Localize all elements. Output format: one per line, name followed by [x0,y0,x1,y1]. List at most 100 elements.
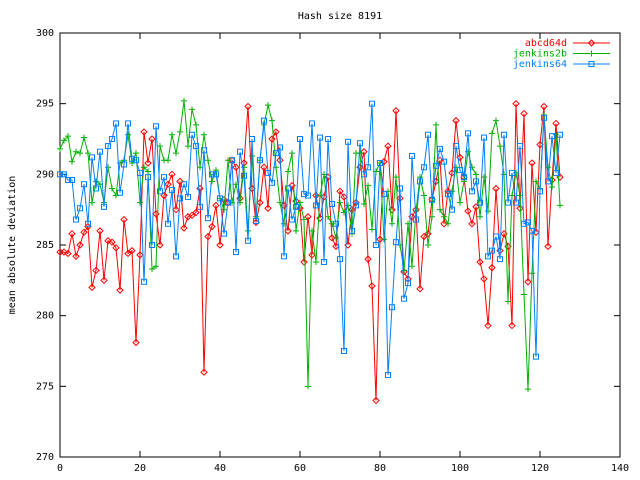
point [409,263,415,270]
point [289,216,295,223]
point [440,220,448,228]
point [389,304,395,311]
point [221,230,227,237]
point [433,121,439,128]
point [209,171,215,178]
point [96,227,104,235]
point [205,157,211,164]
point [256,198,264,207]
point [309,120,315,127]
point [513,199,519,206]
point [360,148,368,156]
point [92,266,100,275]
point [244,102,252,111]
point [372,396,380,405]
point [308,251,316,259]
point [517,192,523,199]
point [313,258,319,265]
point [468,220,476,228]
point [157,143,163,150]
chart-title: Hash size 8191 [298,11,382,22]
point [257,157,263,164]
point [237,148,243,155]
point [233,249,239,256]
point [253,217,259,224]
point [177,128,183,135]
point [264,204,272,212]
point [197,203,203,210]
x-tick-label: 20 [134,463,146,474]
point [77,205,83,212]
point [465,130,471,137]
point [549,184,555,191]
point [480,275,488,283]
point [60,248,68,256]
point [305,192,311,199]
point [476,258,484,266]
y-tick-label: 280 [36,311,54,322]
point [533,353,539,360]
point [553,169,559,176]
legend-marker [588,61,595,67]
point [141,278,147,285]
point [528,159,536,167]
point [385,372,391,379]
point [185,193,191,200]
point [85,150,91,157]
point [297,199,303,206]
point [169,186,175,193]
point [469,188,475,195]
point [281,253,287,260]
point [104,237,112,245]
point [393,174,399,181]
point [484,321,492,330]
point [73,148,79,155]
point [269,117,275,124]
point [188,211,196,220]
point [189,106,195,113]
point [168,170,176,179]
point [125,131,131,138]
point [517,143,523,150]
point [108,238,116,246]
point [149,266,155,273]
point [125,120,131,127]
point [68,229,76,238]
point [433,162,439,169]
point [425,131,431,138]
point [549,133,555,140]
point [169,131,175,138]
point [473,178,479,185]
point [337,256,343,263]
point [73,216,79,223]
point [509,169,515,176]
point [305,383,311,390]
point [217,195,223,202]
point [189,131,195,138]
point [128,246,136,255]
point [213,171,219,178]
point [93,178,99,185]
point [205,215,211,222]
point [196,184,204,193]
point [336,187,344,196]
point [117,189,123,196]
point [521,220,527,227]
point [524,278,532,286]
point [512,99,520,108]
point [489,130,495,137]
point [65,133,71,140]
point [301,216,307,223]
point [113,120,119,127]
point [132,338,140,347]
point [285,185,291,192]
point [121,161,127,168]
point [321,258,327,265]
point [485,208,491,215]
point [105,143,111,150]
point [69,176,75,183]
point [193,121,199,128]
point [153,123,159,130]
point [76,241,84,249]
point [493,117,499,124]
